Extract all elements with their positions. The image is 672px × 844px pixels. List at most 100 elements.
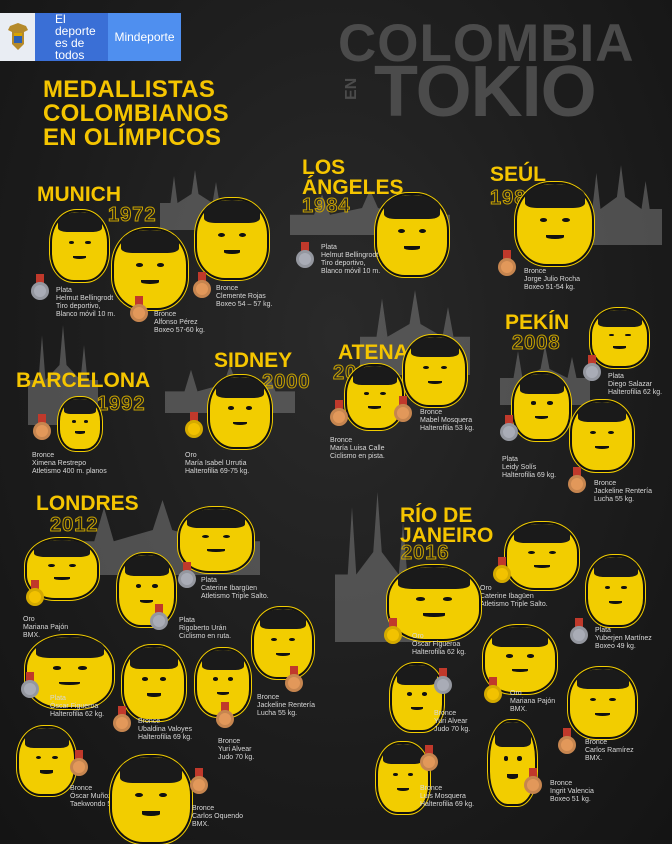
medal-label: Bronce: [70, 785, 93, 792]
event-text: Atletismo 400 m. planos: [32, 468, 107, 475]
medalist-caption: Bronce Ubaldina Valoyes Halterofilia 69 kg…: [138, 718, 192, 742]
eye: [158, 792, 167, 797]
eye: [443, 597, 452, 601]
ribbon: [389, 618, 397, 627]
gold-medal-icon: [484, 677, 502, 704]
eye: [549, 550, 556, 555]
medal-disc: [493, 565, 511, 583]
event-text: Judo 70 kg.: [218, 754, 255, 761]
event-text: Boxeo 57-60 kg.: [154, 327, 205, 334]
event-text: Halterofilia 62 kg.: [412, 649, 467, 656]
medal-disc: [193, 280, 211, 298]
gold-medal-icon: [384, 618, 402, 645]
athlete-portrait: [112, 228, 188, 310]
eye: [135, 584, 141, 588]
medal-disc: [524, 776, 542, 794]
athlete-portrait: [375, 193, 449, 277]
event-text: Lucha 55 kg.: [594, 496, 635, 503]
eye: [84, 420, 88, 423]
city-name-line: RÍO DE: [400, 504, 473, 527]
eye: [363, 392, 369, 396]
medal-disc: [216, 710, 234, 728]
athlete-name: Caterine Ibagüen: [480, 593, 534, 600]
mouth: [75, 431, 85, 434]
medalist-caption: Bronce Ximena Restrepo Atletismo 400 m. pl…: [32, 452, 107, 476]
hair: [492, 627, 548, 647]
city-name-line: MUNICH: [37, 183, 121, 206]
mouth: [232, 421, 248, 426]
athlete-portrait: [568, 667, 637, 739]
ribbon: [505, 415, 513, 424]
athlete-portrait: [252, 607, 314, 679]
hair: [124, 555, 169, 576]
silver-medal-icon: [500, 415, 518, 442]
bronze-medal-icon: [498, 250, 516, 277]
event-text: Halterofilia 69-75 kg.: [185, 468, 250, 475]
athlete-name: Leidy Solís: [502, 464, 537, 471]
medalist-caption: Bronce Jackeline Rentería Lucha 55 kg.: [594, 480, 652, 504]
medal-disc: [33, 422, 51, 440]
ribbon: [439, 668, 447, 677]
medal-disc: [190, 776, 208, 794]
hair: [64, 399, 96, 414]
medal-label: Plata: [321, 244, 337, 251]
host-city: PEKÍN: [505, 312, 569, 333]
eye: [407, 692, 412, 696]
city-name-line: ÁNGELES: [302, 176, 404, 199]
medal-disc: [384, 626, 402, 644]
athlete-name: Carlos Oquendo: [192, 813, 243, 820]
gold-medal-icon: [493, 557, 511, 584]
eye: [589, 697, 596, 701]
gold-medal-icon: [26, 580, 44, 607]
bronze-medal-icon: [130, 296, 148, 323]
medalist-caption: Oro Caterine Ibagüen Atletismo Triple Salt…: [480, 585, 548, 609]
hair: [397, 665, 437, 685]
games-year: 2008: [512, 332, 561, 354]
mouth: [427, 380, 443, 384]
ribbon: [155, 604, 163, 613]
bronze-medal-icon: [285, 666, 303, 693]
host-city: RÍO DE JANEIRO: [400, 504, 493, 546]
eye: [398, 228, 405, 233]
medal-disc: [113, 714, 131, 732]
host-city: ATENAS: [338, 342, 423, 363]
medalist-caption: Plata Rigoberto Urán Ciclismo en ruta.: [179, 617, 231, 641]
athlete-name: Mariana Pajón: [23, 624, 69, 631]
medal-disc: [330, 408, 348, 426]
ribbon: [195, 768, 203, 777]
medal-disc: [484, 685, 502, 703]
medal-disc: [31, 282, 49, 300]
medal-label: Bronce: [420, 785, 443, 792]
bronze-medal-icon: [193, 272, 211, 299]
medal-disc: [434, 676, 452, 694]
medal-disc: [70, 758, 88, 776]
mouth: [141, 279, 159, 284]
city-name-line: SEÚL: [490, 163, 547, 186]
event-text: Halterofilia 69 kg.: [502, 472, 557, 479]
eye: [228, 406, 234, 410]
event-text: BMX.: [192, 821, 210, 828]
games-year: 1972: [108, 204, 157, 226]
mouth: [207, 548, 225, 552]
medal-label: Bronce: [216, 285, 239, 292]
medalist-caption: Bronce Carlos Ramírez BMX.: [585, 739, 634, 763]
eye: [157, 262, 165, 267]
eye: [562, 217, 570, 222]
event-text: Halterofilia 62 kg.: [608, 389, 663, 396]
medal-label: Plata: [595, 627, 611, 634]
host-city: LOS ÁNGELES: [302, 157, 404, 199]
eye: [223, 535, 231, 539]
medalist-caption: Oro María Isabel Urrutia Halterofilia 69-7…: [185, 452, 249, 476]
eye: [608, 430, 614, 434]
athlete-name: Helmut Bellingrodt: [56, 295, 114, 302]
bronze-medal-icon: [33, 414, 51, 441]
hair: [259, 609, 307, 630]
silver-medal-icon: [21, 672, 39, 699]
ribbon: [190, 412, 198, 421]
event-text: BMX.: [23, 632, 41, 639]
medal-label: Plata: [56, 287, 72, 294]
ribbon: [221, 702, 229, 711]
games-year: 2016: [401, 542, 450, 564]
eye: [621, 585, 627, 589]
athlete-portrait: [117, 553, 176, 627]
